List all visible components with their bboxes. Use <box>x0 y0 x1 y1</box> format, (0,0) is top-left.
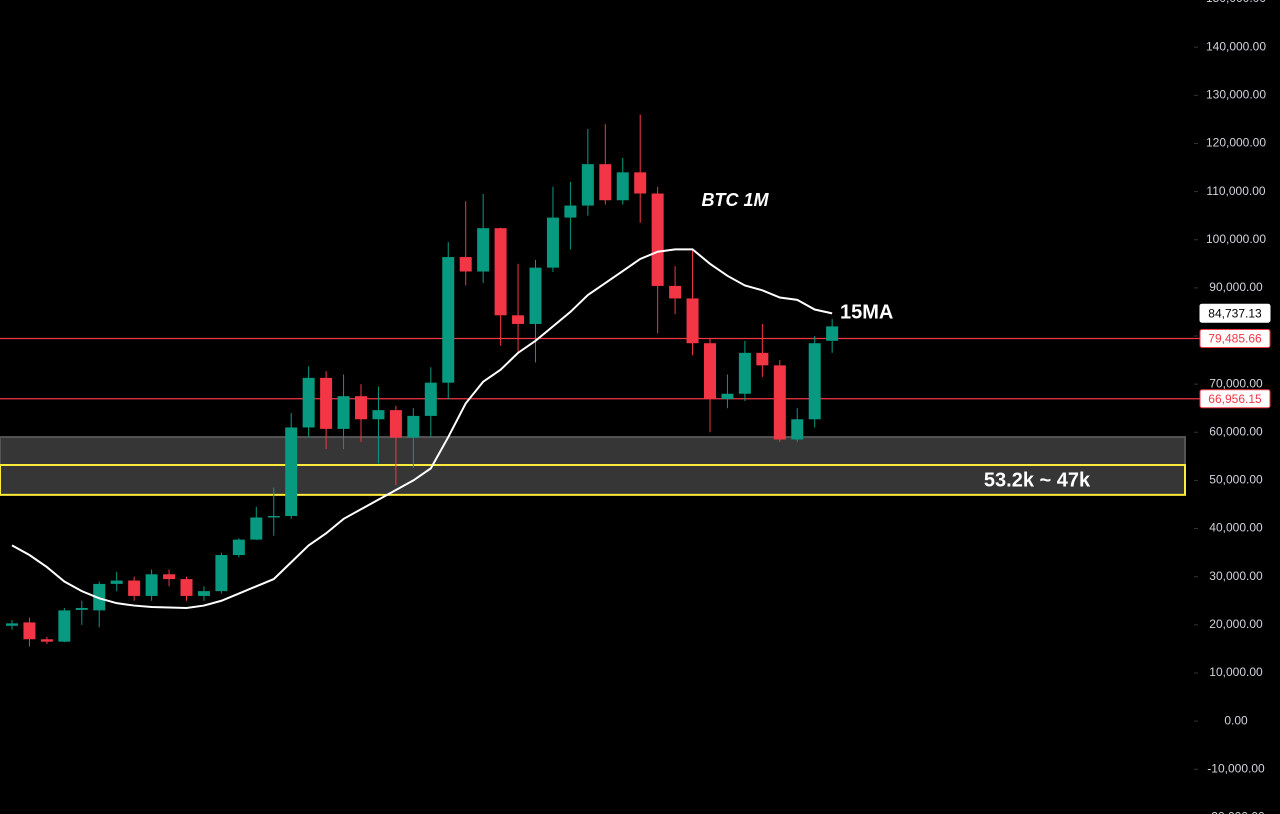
candle-body <box>546 217 559 268</box>
ma-label: 15MA <box>840 301 893 323</box>
y-tick-label: 20,000.00 <box>1209 617 1263 631</box>
candle-body <box>494 228 507 316</box>
candle-body <box>355 396 367 420</box>
price-label: 84,737.13 <box>1208 306 1262 320</box>
y-tick-label: 40,000.00 <box>1209 521 1263 535</box>
y-tick-label: 50,000.00 <box>1209 473 1263 487</box>
candle-body <box>669 285 682 299</box>
y-tick-label: -10,000.00 <box>1207 761 1265 775</box>
zone <box>0 464 1186 496</box>
y-tick-label: 0.00 <box>1224 713 1248 727</box>
candle-body <box>686 298 699 344</box>
y-tick-label: 100,000.00 <box>1206 232 1266 246</box>
candle-body <box>267 516 280 518</box>
candle-body <box>215 555 228 592</box>
ma-line <box>11 248 833 609</box>
price-label-box <box>1199 303 1271 323</box>
candle-body <box>424 382 437 416</box>
y-tick-label: 60,000.00 <box>1209 424 1263 438</box>
candle-body <box>128 580 141 596</box>
candle-body <box>250 517 263 540</box>
candle-body <box>634 172 647 194</box>
y-tick-label: 140,000.00 <box>1206 39 1266 53</box>
candle-body <box>808 343 821 420</box>
candle-body <box>773 365 786 440</box>
y-tick-label: 120,000.00 <box>1206 136 1266 150</box>
candle-body <box>40 639 53 642</box>
price-label: 79,485.66 <box>1208 332 1262 346</box>
candle-body <box>529 267 542 324</box>
y-tick-label: -20,000.00 <box>1207 810 1265 814</box>
candle-body <box>599 164 612 201</box>
y-tick-label: 70,000.00 <box>1209 376 1263 390</box>
y-tick-label: 130,000.00 <box>1206 87 1266 101</box>
y-tick-label: 30,000.00 <box>1209 569 1263 583</box>
candle-body <box>180 579 193 596</box>
candle-body <box>512 315 525 324</box>
candle-body <box>581 164 594 206</box>
candle-body <box>791 419 804 440</box>
candle-body <box>232 539 245 556</box>
candle-body <box>163 574 176 580</box>
candle-body <box>320 377 333 429</box>
price-label-box <box>1199 389 1271 409</box>
y-tick-label: 90,000.00 <box>1209 280 1263 294</box>
candle-body <box>459 257 472 272</box>
candle-body <box>564 205 577 218</box>
candle-body <box>110 580 123 584</box>
candle-body <box>372 410 385 420</box>
candle-body <box>302 377 315 428</box>
candle-body <box>93 583 106 611</box>
candle-body <box>442 257 455 383</box>
y-tick-label: 110,000.00 <box>1206 184 1265 198</box>
candle-body <box>721 393 734 400</box>
candle-body <box>23 622 36 640</box>
candle-body <box>197 591 210 596</box>
candle-body <box>6 623 18 626</box>
zone <box>0 436 1186 467</box>
price-label-box <box>1199 328 1271 348</box>
candle-body <box>477 228 490 272</box>
candle-body <box>651 193 664 286</box>
chart-title: BTC 1M <box>702 190 770 210</box>
candle-body <box>704 343 716 400</box>
candle-body <box>407 415 420 438</box>
candle-body <box>75 607 88 610</box>
candle-body <box>337 396 350 429</box>
y-tick-label: 150,000.00 <box>1206 0 1266 5</box>
y-tick-label: 10,000.00 <box>1209 665 1263 679</box>
candle-body <box>145 574 158 596</box>
candle-body <box>389 410 402 438</box>
candle-body <box>826 326 839 341</box>
zone-label: 53.2k ~ 47k <box>984 469 1091 491</box>
candle-body <box>738 352 751 394</box>
candle-body <box>616 172 629 201</box>
candle-body <box>285 427 298 517</box>
candle-body <box>756 352 769 366</box>
price-label: 66,956.15 <box>1208 392 1262 406</box>
candle-body <box>58 610 71 642</box>
